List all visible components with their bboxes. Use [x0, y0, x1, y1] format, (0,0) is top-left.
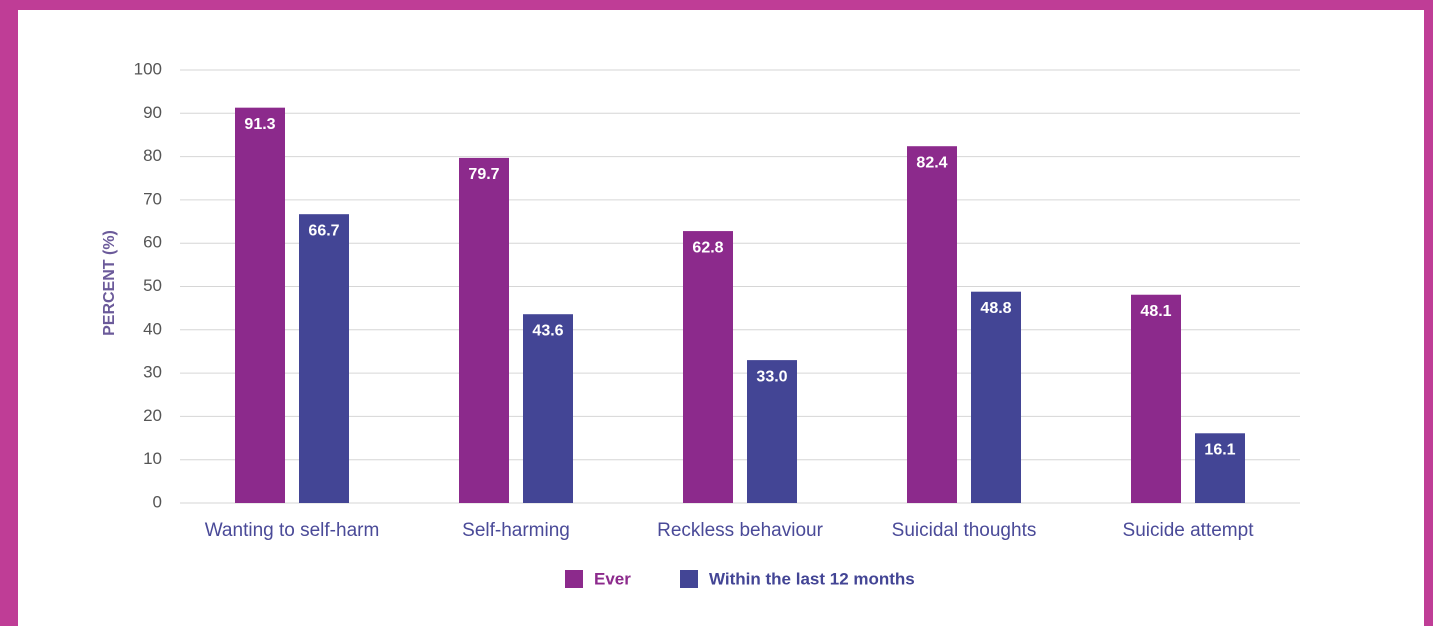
x-tick-label: Suicidal thoughts [892, 520, 1037, 541]
value-label: 66.7 [308, 222, 339, 239]
bar [459, 157, 509, 504]
x-tick-label: Self-harming [462, 520, 570, 541]
y-tick-label: 50 [143, 276, 162, 295]
x-tick-label: Wanting to self-harm [205, 520, 380, 541]
y-tick-label: 0 [153, 492, 162, 511]
value-label: 43.6 [532, 322, 563, 339]
y-tick-label: 70 [143, 189, 162, 208]
y-tick-label: 100 [134, 59, 162, 78]
value-label: 48.8 [980, 300, 1011, 317]
bar [747, 360, 797, 503]
value-label: 91.3 [244, 116, 275, 133]
bar [299, 214, 349, 503]
legend-label: Ever [594, 569, 631, 588]
legend-label: Within the last 12 months [709, 569, 915, 588]
value-label: 16.1 [1204, 442, 1235, 459]
value-label: 82.4 [916, 154, 947, 171]
y-tick-label: 80 [143, 146, 162, 165]
y-tick-label: 60 [143, 233, 162, 252]
bar [523, 314, 573, 503]
bar [971, 291, 1021, 503]
legend-swatch [680, 570, 698, 588]
value-label: 33.0 [756, 368, 787, 385]
x-tick-label: Reckless behaviour [657, 520, 823, 541]
y-tick-label: 90 [143, 103, 162, 122]
value-label: 79.7 [468, 166, 499, 183]
bar [683, 231, 733, 504]
bar [1131, 294, 1181, 503]
value-label: 48.1 [1140, 303, 1171, 320]
bar [1195, 433, 1245, 503]
y-tick-label: 30 [143, 363, 162, 382]
x-tick-label: Suicide attempt [1123, 520, 1255, 541]
value-label: 62.8 [692, 239, 723, 256]
bar [235, 107, 285, 504]
y-axis-label: PERCENT (%) [101, 230, 118, 336]
y-tick-label: 10 [143, 449, 162, 468]
y-tick-label: 20 [143, 406, 162, 425]
y-tick-label: 40 [143, 319, 162, 338]
legend-swatch [565, 570, 583, 588]
bar [907, 146, 957, 503]
